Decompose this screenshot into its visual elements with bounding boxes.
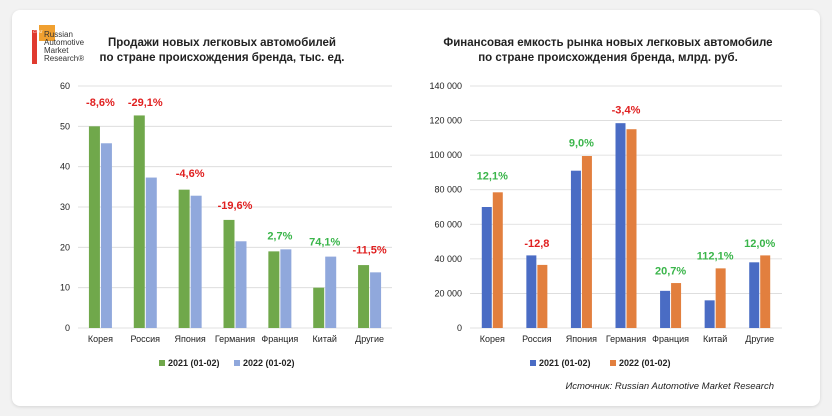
chart1-category-label: Китай [313, 334, 337, 344]
logo-line-3: Market [44, 46, 69, 55]
chart1-y-tick-label: 0 [65, 323, 70, 333]
chart1-change-label: -11,5% [352, 244, 386, 256]
chart2-category-label: Франция [652, 334, 689, 344]
chart2-bar-2022 [715, 268, 726, 328]
report-card: СТАТ Russian Automotive Market Research®… [12, 10, 820, 406]
chart1-legend-label-2022: 2022 (01-02) [243, 358, 295, 368]
chart2-bar-2021 [481, 207, 492, 328]
chart1-change-label: -19,6% [218, 200, 253, 212]
chart1-change-label: -8,6% [86, 97, 115, 109]
chart1-y-tick-label: 50 [60, 121, 70, 131]
chart2-category-label: Германия [606, 334, 646, 344]
chart2-bar-2022 [537, 264, 548, 328]
chart2-change-label: 12,0% [744, 238, 775, 250]
chart2-plot: 0 20 000 40 000 60 000 80 000 100 000 120 000 1… [429, 81, 782, 344]
chart1-category-label: Россия [131, 334, 161, 344]
chart1-bar-2021 [358, 265, 370, 328]
chart1-bar-2022 [235, 241, 247, 328]
chart2-title-line1: Финансовая емкость рынка новых легковых … [443, 37, 772, 49]
chart2-y-tick-label: 100 000 [429, 150, 462, 160]
chart2-bar-2022 [671, 283, 682, 328]
chart2-y-tick-label: 80 000 [434, 185, 462, 195]
chart1-bar-2021 [133, 115, 145, 329]
chart2-bar-2021 [615, 123, 626, 329]
chart2-bar-2021 [749, 262, 760, 328]
charts-canvas: СТАТ Russian Automotive Market Research®… [32, 25, 782, 392]
source-note: Источник: Russian Automotive Market Rese… [565, 381, 774, 392]
chart1-change-label: 2,7% [267, 230, 292, 242]
chart2-legend: 2021 (01-02) 2022 (01-02) [530, 358, 671, 368]
chart1-legend: 2021 (01-02) 2022 (01-02) [159, 358, 295, 368]
chart1-y-tick-label: 40 [60, 162, 70, 172]
chart1-category-label: Другие [355, 334, 384, 344]
chart2-y-tick-label: 40 000 [434, 254, 462, 264]
chart2-bar-2022 [626, 129, 637, 328]
chart1-bar-2021 [223, 219, 235, 328]
chart1-y-tick-label: 10 [60, 283, 70, 293]
chart1-change-label: 74,1% [309, 236, 340, 248]
logo-line-4: Research® [44, 54, 84, 63]
chart2-category-label: Другие [745, 334, 774, 344]
chart1-bar-2021 [88, 126, 100, 328]
chart1-bar-2022 [145, 177, 157, 328]
logo-line-2: Automotive [44, 38, 85, 47]
chart1-y-tick-label: 20 [60, 242, 70, 252]
chart1-category-label: Корея [88, 334, 113, 344]
chart1-title-line2: по стране происхождения бренда, тыс. ед. [100, 52, 345, 64]
chart2-bar-2021 [660, 290, 671, 328]
chart2-change-label: 20,7% [655, 265, 686, 277]
chart1-bar-2021 [178, 189, 190, 328]
chart2-legend-swatch-2021 [530, 360, 536, 366]
chart1-bar-2022 [100, 143, 112, 328]
chart1-bar-2022 [190, 195, 202, 328]
chart2-bar-2021 [704, 300, 715, 328]
chart1-bar-2022 [280, 249, 292, 328]
chart2-change-label: -3,4% [612, 105, 641, 117]
logo-line-1: Russian [44, 30, 73, 39]
chart2-change-label: 9,0% [569, 138, 594, 150]
chart2-legend-swatch-2022 [610, 360, 616, 366]
chart2-legend-label-2021: 2021 (01-02) [539, 358, 591, 368]
chart1-bar-2021 [268, 251, 280, 328]
chart2-y-tick-label: 120 000 [429, 116, 462, 126]
chart1-legend-swatch-2021 [159, 360, 165, 366]
chart2-change-label: 12,1% [477, 170, 508, 182]
chart2-category-label: Россия [522, 334, 552, 344]
logo-red-bar [32, 30, 37, 64]
chart2-category-label: Китай [703, 334, 727, 344]
chart1-legend-swatch-2022 [234, 360, 240, 366]
chart2-legend-label-2022: 2022 (01-02) [619, 358, 671, 368]
chart2-y-tick-label: 0 [457, 323, 462, 333]
chart1-bar-2022 [325, 256, 337, 328]
chart1-category-label: Германия [215, 334, 255, 344]
chart2-category-label: Корея [480, 334, 505, 344]
chart2-change-label: -12,8 [524, 238, 549, 250]
chart2-change-label: 112,1% [697, 251, 734, 263]
chart2-bar-2021 [570, 170, 581, 328]
chart1-title-line1: Продажи новых легковых автомобилей [108, 37, 336, 49]
chart1-category-label: Япония [175, 334, 206, 344]
company-logo: СТАТ Russian Automotive Market Research® [32, 25, 85, 64]
chart2-y-tick-label: 140 000 [429, 81, 462, 91]
chart2-y-tick-label: 20 000 [434, 288, 462, 298]
chart2-title-line2: по стране происхождения бренда, млрд. ру… [478, 52, 738, 64]
chart2-bar-2022 [760, 255, 771, 328]
chart2-bar-2021 [526, 255, 537, 328]
logo-orange-square [39, 25, 55, 41]
chart1-y-tick-label: 30 [60, 202, 70, 212]
chart2-y-tick-label: 60 000 [434, 219, 462, 229]
chart1-y-tick-label: 60 [60, 81, 70, 91]
logo-small-text: СТАТ [33, 29, 43, 34]
chart1-change-label: -29,1% [128, 97, 163, 109]
chart1-bar-2022 [370, 272, 382, 328]
chart2-bar-2022 [492, 192, 503, 328]
chart1-category-label: Франция [261, 334, 298, 344]
chart2-category-label: Япония [566, 334, 597, 344]
chart1-change-label: -4,6% [176, 168, 205, 180]
chart1-bar-2021 [313, 287, 325, 328]
chart2-bar-2022 [581, 156, 592, 328]
chart1-legend-label-2021: 2021 (01-02) [168, 358, 220, 368]
chart1-plot: 0 10 20 30 40 50 60 Корея -8,6% Россия -29,1% Япони… [60, 81, 392, 344]
